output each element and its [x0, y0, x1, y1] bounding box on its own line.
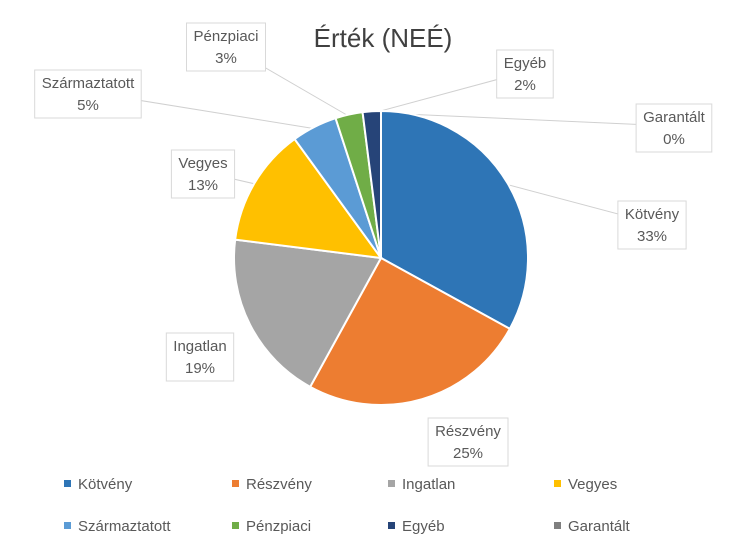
label-value-kotveny: 33%	[637, 228, 667, 245]
legend-label-reszveny: Részvény	[246, 476, 312, 493]
slice-reszveny	[308, 256, 512, 406]
legend-label-ingatlan: Ingatlan	[402, 476, 455, 493]
label-kotveny: Kötvény 33%	[617, 200, 687, 250]
legend-label-kotveny: Kötvény	[78, 476, 133, 493]
label-ingatlan: Ingatlan 19%	[165, 332, 235, 382]
label-category-vegyes: Vegyes	[178, 155, 227, 172]
legend-item-garantalt: Garantált	[554, 518, 631, 535]
legend-label-penzpiaci: Pénzpiaci	[246, 518, 311, 535]
label-category-egyeb: Egyéb	[504, 55, 547, 72]
label-egyeb: Egyéb 2%	[496, 49, 554, 99]
label-box-ingatlan	[165, 332, 235, 382]
legend-item-reszveny: Részvény	[232, 476, 312, 493]
label-value-egyeb: 2%	[514, 77, 536, 94]
slice-vegyes	[234, 137, 384, 260]
label-value-penzpiaci: 3%	[215, 50, 237, 67]
legend-swatch-szarmaztatott	[64, 522, 71, 529]
pie-slices	[233, 109, 529, 406]
label-value-garantalt: 0%	[663, 131, 685, 148]
slice-kotveny	[380, 109, 529, 331]
label-reszveny: Részvény 25%	[427, 417, 509, 467]
label-box-reszveny	[427, 417, 509, 467]
label-garantalt: Garantált 0%	[635, 103, 713, 153]
legend-swatch-egyeb	[388, 522, 395, 529]
label-box-szarmaztatott	[34, 69, 142, 119]
slice-egyeb	[361, 109, 382, 259]
label-category-garantalt: Garantált	[643, 109, 706, 126]
label-szarmaztatott: Származtatott 5%	[34, 69, 142, 119]
label-box-egyeb	[496, 49, 554, 99]
legend-item-penzpiaci: Pénzpiaci	[232, 518, 311, 535]
legend-item-egyeb: Egyéb	[388, 518, 445, 535]
legend-swatch-vegyes	[554, 480, 561, 487]
label-category-penzpiaci: Pénzpiaci	[193, 28, 258, 45]
legend-swatch-penzpiaci	[232, 522, 239, 529]
legend-swatch-reszveny	[232, 480, 239, 487]
legend-item-ingatlan: Ingatlan	[388, 476, 455, 493]
legend-label-szarmaztatott: Származtatott	[78, 518, 171, 535]
legend-label-egyeb: Egyéb	[402, 518, 445, 535]
legend-label-vegyes: Vegyes	[568, 476, 617, 493]
label-category-szarmaztatott: Származtatott	[42, 75, 135, 92]
label-penzpiaci: Pénzpiaci 3%	[186, 22, 266, 72]
legend-item-szarmaztatott: Származtatott	[64, 518, 171, 535]
label-box-kotveny	[617, 200, 687, 250]
label-category-ingatlan: Ingatlan	[173, 338, 226, 355]
legend-swatch-garantalt	[554, 522, 561, 529]
label-box-penzpiaci	[186, 22, 266, 72]
label-category-reszveny: Részvény	[435, 423, 501, 440]
data-labels: Kötvény 33% Részvény 25% Ingatlan 19% Vegyes 13…	[34, 22, 713, 467]
legend-swatch-kotveny	[64, 480, 71, 487]
label-value-reszveny: 25%	[453, 445, 483, 462]
label-value-vegyes: 13%	[188, 177, 218, 194]
slice-ingatlan	[233, 238, 383, 389]
label-box-garantalt	[635, 103, 713, 153]
label-vegyes: Vegyes 13%	[170, 149, 236, 199]
label-box-vegyes	[170, 149, 236, 199]
legend-label-garantalt: Garantált	[568, 518, 631, 535]
leader-garantalt	[380, 112, 675, 127]
legend-item-kotveny: Kötvény	[64, 476, 133, 493]
label-category-kotveny: Kötvény	[625, 206, 680, 223]
legend-item-vegyes: Vegyes	[554, 476, 617, 493]
chart-title: Érték (NEÉ)	[314, 23, 453, 53]
label-value-szarmaztatott: 5%	[77, 97, 99, 114]
legend: Kötvény Részvény Ingatlan Vegyes Származtato…	[64, 476, 631, 535]
legend-swatch-ingatlan	[388, 480, 395, 487]
label-value-ingatlan: 19%	[185, 360, 215, 377]
